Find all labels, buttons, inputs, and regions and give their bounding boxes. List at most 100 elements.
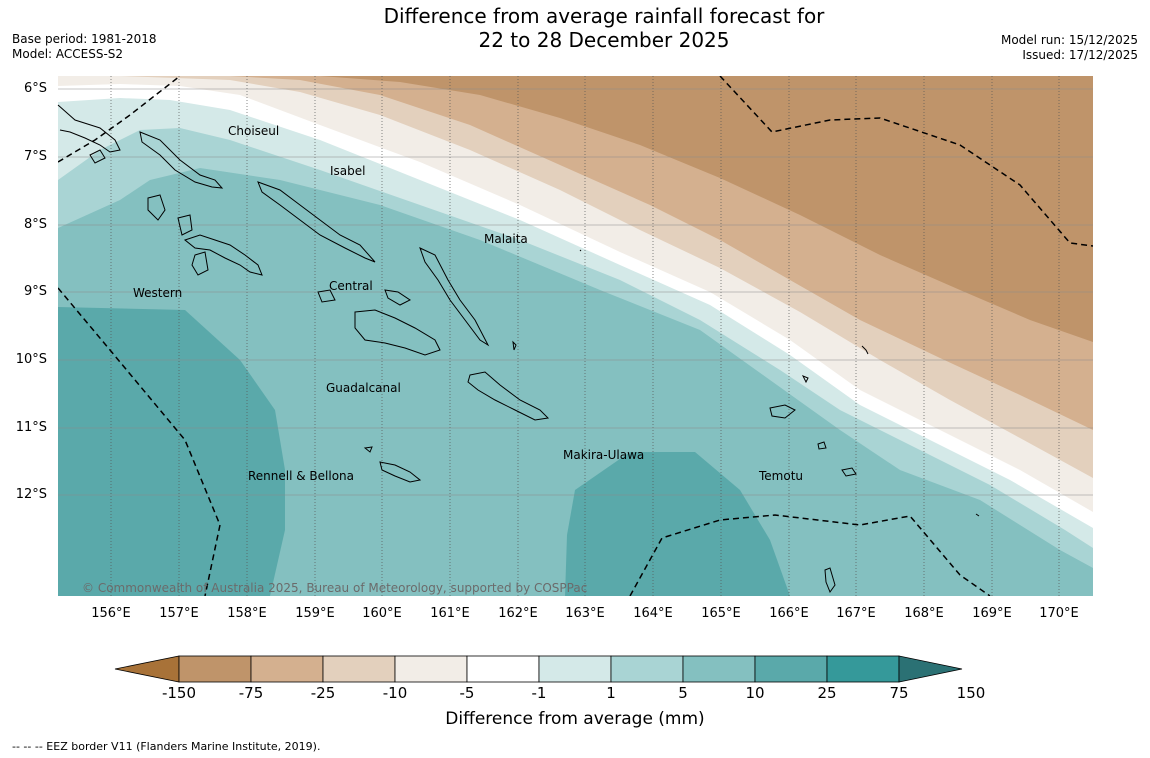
eez-border-west — [58, 287, 221, 596]
chart-title: Difference from average rainfall forecas… — [0, 4, 1150, 52]
colorbar-swatch — [178, 655, 252, 683]
lat-label: 11°S — [15, 420, 47, 435]
colorbar-extend-high — [898, 655, 963, 683]
colorbar-tick-label: 150 — [956, 684, 986, 702]
region-label-central: Central — [329, 279, 373, 293]
lon-label: 168°E — [904, 606, 944, 621]
island-shape — [89, 149, 106, 164]
lat-label: 7°S — [23, 149, 47, 164]
colorbar-swatch — [610, 655, 684, 683]
lon-label: 157°E — [159, 606, 199, 621]
colorbar-swatch — [250, 655, 324, 683]
lat-label: 6°S — [23, 81, 47, 96]
lon-label: 166°E — [769, 606, 809, 621]
colorbar-swatch — [394, 655, 468, 683]
bellona-island — [363, 446, 373, 453]
colorbar-tick-label: -150 — [161, 684, 197, 702]
colorbar-tick-label: -75 — [238, 684, 264, 702]
guadalcanal-island — [354, 309, 441, 356]
malaita-island — [419, 247, 490, 347]
contour-25-75-west — [58, 307, 285, 596]
region-label-temotu: Temotu — [759, 469, 804, 483]
bougainville-coast — [57, 104, 121, 153]
island-shape — [861, 345, 869, 355]
region-label-western: Western — [133, 286, 183, 300]
region-label-malaita: Malaita — [484, 232, 528, 246]
island-shape — [579, 249, 582, 252]
lat-label: 10°S — [15, 352, 47, 367]
colorbar — [114, 655, 963, 683]
colorbar-swatch — [754, 655, 828, 683]
issued-date: Issued: 17/12/2025 — [1022, 48, 1138, 62]
base-period: Base period: 1981-2018 — [12, 32, 157, 46]
lon-label: 162°E — [498, 606, 538, 621]
region-label-choiseul: Choiseul — [228, 124, 280, 138]
colorbar-tick-label: 5 — [678, 684, 688, 702]
colorbar-tick-label: -5 — [459, 684, 475, 702]
eez-legend-note: -- -- -- EEZ border V11 (Flanders Marine… — [12, 740, 321, 753]
lon-label: 167°E — [836, 606, 876, 621]
lat-label: 12°S — [15, 487, 47, 502]
island-shape — [801, 375, 809, 384]
colorbar-swatch — [826, 655, 900, 683]
lon-label: 170°E — [1039, 606, 1079, 621]
lon-label: 165°E — [701, 606, 741, 621]
lon-label: 164°E — [633, 606, 673, 621]
contour-25-75-south — [565, 452, 790, 596]
region-label-rennell-bellona: Rennell & Bellona — [248, 469, 355, 483]
island-shape — [975, 513, 980, 517]
colorbar-tick-label: 10 — [745, 684, 765, 702]
eez-borders — [58, 76, 1093, 596]
colorbar-tick-label: -25 — [310, 684, 336, 702]
lon-label: 161°E — [430, 606, 470, 621]
lat-label: 9°S — [23, 284, 47, 299]
rennell-island — [379, 461, 422, 483]
region-label-guadalcanal: Guadalcanal — [326, 381, 401, 395]
parallels — [58, 88, 1093, 496]
florida-islands — [317, 289, 336, 303]
lon-label: 160°E — [362, 606, 402, 621]
island-shape — [824, 567, 836, 594]
island-shape — [177, 214, 193, 236]
island-shape — [384, 289, 411, 306]
contour-fill — [58, 76, 1093, 596]
lon-label: 159°E — [295, 606, 335, 621]
copyright-notice: © Commonwealth of Australia 2025, Bureau… — [82, 581, 588, 595]
contour-minus-75-minus-25 — [320, 76, 1093, 342]
santa-cruz-island — [769, 404, 796, 419]
eez-border-north — [58, 76, 181, 163]
colorbar-swatch — [322, 655, 396, 683]
island-shape — [817, 441, 827, 450]
model-name: Model: ACCESS-S2 — [12, 47, 124, 61]
island-shape — [191, 251, 209, 276]
model-run: Model run: 15/12/2025 — [1000, 33, 1138, 47]
lon-label: 163°E — [565, 606, 605, 621]
lon-label: 158°E — [227, 606, 267, 621]
island-shape — [512, 340, 517, 351]
new-georgia-island — [183, 234, 263, 276]
colorbar-swatches — [114, 655, 963, 683]
lat-label: 8°S — [23, 217, 47, 232]
region-label-isabel: Isabel — [330, 164, 366, 178]
title-line-2: 22 to 28 December 2025 — [478, 28, 730, 52]
graticule — [58, 76, 1093, 596]
colorbar-tick-label: 25 — [817, 684, 837, 702]
colorbar-tick-label: 75 — [889, 684, 909, 702]
colorbar-title: Difference from average (mm) — [445, 709, 705, 729]
lon-label: 156°E — [91, 606, 131, 621]
colorbar-swatch — [466, 655, 540, 683]
lon-label: 169°E — [972, 606, 1012, 621]
coastlines — [57, 104, 980, 594]
island-shape — [147, 194, 166, 221]
title-line-1: Difference from average rainfall forecas… — [383, 4, 825, 28]
colorbar-tick-label: -1 — [531, 684, 547, 702]
colorbar-extend-low — [114, 655, 180, 683]
island-shape — [841, 467, 857, 477]
colorbar-swatch — [682, 655, 756, 683]
colorbar-tick-label: 1 — [606, 684, 616, 702]
makira-island — [467, 371, 550, 421]
eez-border-southeast — [629, 514, 991, 596]
colorbar-tick-label: -10 — [382, 684, 408, 702]
region-label-makira-ulawa: Makira-Ulawa — [563, 448, 645, 462]
